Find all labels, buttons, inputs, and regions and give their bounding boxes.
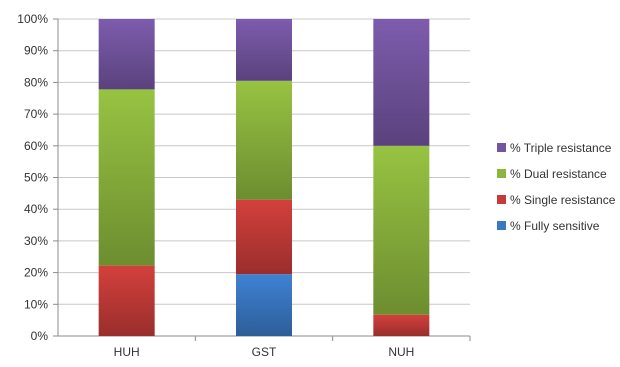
bar-segment-nuh-series-3: [373, 19, 430, 146]
bar-segment-gst-series-0: [236, 274, 292, 336]
legend-swatch: [497, 195, 506, 204]
x-category-label: HUH: [114, 345, 140, 359]
x-category-label: GST: [252, 345, 277, 359]
y-tick-label: 10%: [24, 297, 48, 311]
legend-swatch: [497, 143, 506, 152]
legend-label: % Triple resistance: [510, 141, 612, 155]
y-tick-label: 50%: [24, 171, 48, 185]
y-tick-label: 80%: [24, 75, 48, 89]
legend-swatch: [497, 221, 506, 230]
x-category-label: NUH: [388, 345, 414, 359]
y-tick-label: 60%: [24, 139, 48, 153]
legend-label: % Dual resistance: [510, 167, 607, 181]
bar-segment-huh-series-3: [98, 19, 155, 90]
bar-segment-nuh-series-2: [373, 145, 430, 315]
y-tick-label: 20%: [24, 266, 48, 280]
y-tick-label: 100%: [17, 12, 48, 26]
bar-segment-gst-series-3: [236, 19, 292, 81]
bar-segment-huh-series-1: [98, 265, 155, 336]
bar-segment-huh-series-2: [98, 89, 155, 266]
y-tick-label: 40%: [24, 202, 48, 216]
y-tick-label: 90%: [24, 44, 48, 58]
bar-segment-nuh-series-1: [373, 314, 430, 336]
y-tick-label: 30%: [24, 234, 48, 248]
bar-segment-gst-series-2: [236, 80, 292, 200]
legend-swatch: [497, 169, 506, 178]
y-tick-label: 0%: [31, 329, 49, 343]
y-tick-label: 70%: [24, 107, 48, 121]
legend-label: % Fully sensitive: [510, 219, 600, 233]
bar-segment-gst-series-1: [236, 199, 292, 275]
legend-label: % Single resistance: [510, 193, 616, 207]
